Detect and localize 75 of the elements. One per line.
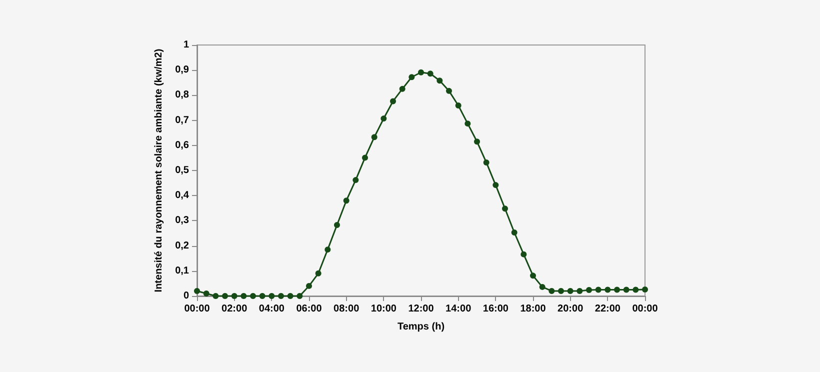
point: [539, 284, 546, 290]
x-tick-label: 06:00: [296, 304, 322, 314]
point: [343, 198, 350, 204]
x-tick-label: 10:00: [370, 304, 397, 314]
point: [520, 251, 527, 258]
point: [352, 177, 359, 184]
x-tick-label: 14:00: [446, 304, 472, 314]
point: [567, 288, 574, 294]
point: [595, 286, 602, 293]
point: [399, 86, 406, 92]
x-tick-label: 22:00: [594, 304, 621, 314]
point: [371, 134, 378, 140]
point: [446, 88, 452, 94]
point: [306, 282, 312, 289]
y-tick-label: 0,1: [175, 265, 190, 276]
point: [502, 206, 508, 212]
y-tick-label: 0,3: [175, 215, 190, 226]
y-tick-label: 0,8: [175, 90, 190, 101]
y-axis-title: Intensité du rayonnement solaire ambiante (kw/m2): [154, 48, 165, 292]
point: [250, 293, 256, 299]
point: [436, 78, 443, 84]
point: [203, 290, 210, 296]
point: [614, 286, 620, 293]
point: [474, 138, 480, 145]
point: [315, 270, 322, 276]
point: [380, 116, 387, 122]
x-axis-title: Temps (h): [397, 322, 445, 332]
point: [194, 288, 200, 294]
x-tick-label: 20:00: [558, 304, 584, 314]
point: [604, 286, 611, 293]
y-tick-label: 0,5: [175, 165, 190, 176]
point: [296, 293, 303, 299]
x-tick-label: 08:00: [334, 304, 360, 314]
point: [483, 159, 490, 166]
point: [240, 293, 247, 299]
point: [287, 293, 294, 299]
y-tick-label: 0: [183, 290, 190, 302]
y-tick-label: 1: [183, 40, 190, 50]
y-tick-label: 0,9: [175, 64, 190, 76]
x-tick-label: 16:00: [482, 304, 509, 314]
x-tick-label: 00:00: [632, 304, 658, 314]
y-tick-label: 0,4: [175, 190, 190, 202]
point: [632, 286, 639, 293]
point: [231, 293, 238, 299]
point: [492, 182, 499, 188]
point: [268, 293, 275, 299]
point: [548, 288, 555, 294]
x-tick-label: 02:00: [222, 304, 248, 314]
point: [278, 293, 284, 299]
point: [212, 293, 219, 299]
point: [334, 222, 340, 228]
x-tick-label: 00:00: [184, 304, 210, 314]
y-tick-label: 0,7: [175, 114, 190, 126]
point: [390, 98, 396, 104]
point: [642, 286, 648, 292]
point: [259, 293, 266, 299]
point: [408, 74, 415, 80]
point: [511, 230, 518, 236]
y-tick-label: 0,2: [175, 240, 190, 252]
x-tick-label: 12:00: [408, 304, 434, 314]
point: [362, 154, 368, 161]
y-tick-label: 0,6: [175, 140, 190, 151]
point: [418, 69, 424, 76]
point: [427, 70, 434, 77]
point: [324, 246, 331, 253]
point: [576, 288, 583, 294]
point: [623, 286, 630, 293]
point: [464, 120, 471, 127]
point: [530, 272, 536, 279]
point: [455, 102, 462, 108]
point: [222, 293, 228, 299]
point: [558, 288, 564, 294]
x-tick-label: 18:00: [520, 304, 546, 314]
x-tick-label: 04:00: [258, 304, 285, 314]
point: [586, 286, 592, 293]
